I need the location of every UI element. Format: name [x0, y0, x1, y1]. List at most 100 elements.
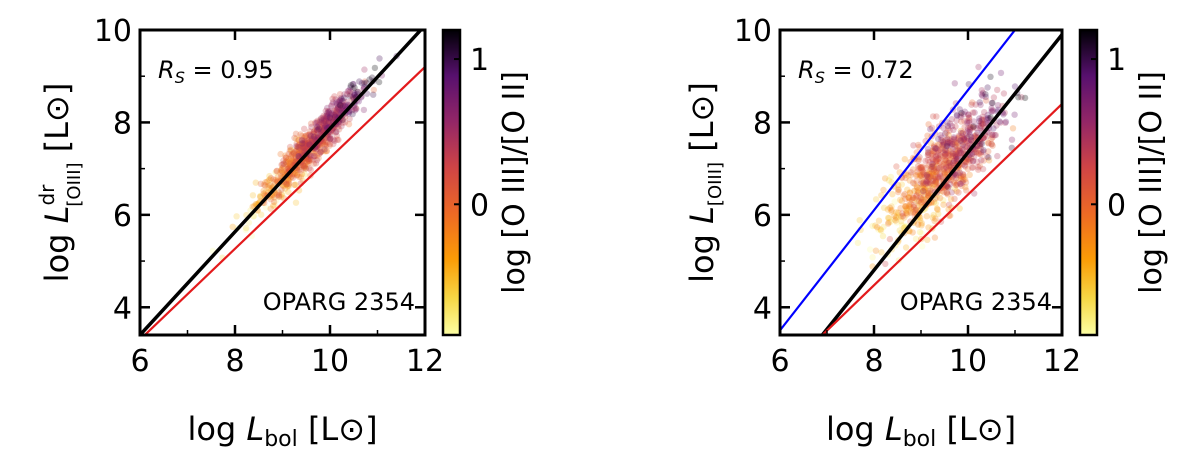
scatter-point: [970, 157, 977, 165]
scatter-point: [351, 84, 358, 91]
scatter-point: [933, 168, 941, 175]
scatter-point: [980, 120, 987, 127]
scatter-point: [929, 170, 936, 177]
scatter-point: [335, 98, 343, 106]
scatter-point: [263, 178, 271, 185]
scatter-point: [304, 158, 311, 166]
scatter-point: [283, 181, 290, 188]
scatter-point: [956, 146, 963, 154]
scatter-point: [895, 209, 902, 216]
scatter-point: [257, 193, 264, 201]
y-tick-label: 8: [113, 106, 132, 141]
scatter-point: [917, 171, 924, 179]
scatter-point: [964, 143, 971, 150]
scatter-point: [965, 111, 972, 118]
scatter-point: [922, 173, 929, 180]
scatter-point: [937, 172, 944, 180]
scatter-point: [918, 188, 925, 196]
scatter-point: [233, 213, 240, 220]
scatter-point: [279, 161, 286, 168]
scatter-point: [280, 160, 287, 167]
scatter-point: [333, 100, 340, 108]
scatter-point: [872, 247, 880, 254]
scatter-point: [278, 166, 285, 173]
scatter-point: [295, 147, 303, 154]
scatter-point: [282, 154, 290, 161]
scatter-point: [973, 148, 981, 156]
scatter-point: [313, 156, 321, 164]
scatter-point: [301, 163, 309, 170]
scatter-point: [333, 107, 340, 114]
scatter-point: [347, 91, 354, 98]
scatter-point: [944, 149, 951, 157]
scatter-point: [910, 142, 917, 149]
scatter-point: [944, 191, 951, 198]
scatter-point: [313, 145, 320, 153]
scatter-point: [284, 158, 292, 166]
scatter-point: [957, 173, 965, 180]
scatter-point: [315, 154, 322, 162]
scatter-point: [284, 182, 292, 189]
scatter-point: [901, 191, 908, 198]
scatter-point: [326, 114, 334, 121]
scatter-point: [370, 91, 377, 98]
scatter-point: [361, 78, 368, 85]
scatter-point: [320, 118, 328, 125]
scatter-point: [943, 153, 950, 160]
scatter-point: [970, 124, 977, 132]
scatter-point: [278, 166, 285, 173]
scatter-point: [933, 145, 940, 152]
scatter-point: [257, 192, 264, 199]
scatter-point: [301, 133, 308, 140]
scatter-point: [923, 171, 931, 179]
scatter-point: [930, 144, 937, 151]
scatter-point: [996, 118, 1003, 125]
scatter-point: [969, 99, 976, 106]
scatter-point: [258, 211, 265, 218]
scatter-point: [1015, 94, 1022, 101]
scatter-point: [278, 186, 285, 193]
scatter-point: [951, 178, 958, 185]
scatter-point: [275, 193, 283, 200]
scatter-point: [909, 229, 916, 236]
scatter-point: [953, 112, 961, 119]
scatter-point: [932, 180, 939, 188]
scatter-point: [344, 98, 351, 106]
scatter-point: [294, 144, 302, 151]
scatter-point: [978, 117, 985, 124]
scatter-point: [356, 78, 363, 85]
x-tick-label: 12: [1043, 344, 1081, 379]
scatter-point: [966, 131, 973, 138]
scatter-point: [333, 108, 340, 115]
scatter-point: [346, 115, 353, 123]
scatter-point: [944, 136, 951, 143]
scatter-point: [961, 135, 968, 143]
scatter-point: [937, 154, 944, 161]
scatter-point: [351, 105, 358, 112]
scatter-point: [946, 151, 954, 158]
scatter-point: [347, 88, 354, 95]
scatter-point: [983, 153, 991, 160]
scatter-point: [944, 141, 951, 148]
scatter-point: [952, 139, 960, 146]
scatter-point: [915, 221, 922, 228]
colorbar-bar: [1078, 28, 1099, 337]
scatter-point: [909, 196, 917, 203]
scatter-point: [974, 129, 981, 136]
scatter-point: [278, 191, 285, 198]
y-axis-label: log L[OIII] [L⊙]: [683, 82, 726, 283]
scatter-point: [945, 152, 953, 159]
scatter-point: [964, 125, 972, 132]
scatter-point: [949, 141, 956, 148]
scatter-point: [902, 203, 909, 211]
scatter-point: [349, 93, 356, 101]
scatter-point: [953, 174, 960, 182]
scatter-point: [302, 145, 309, 153]
scatter-point: [313, 123, 320, 130]
scatter-point: [949, 140, 957, 148]
scatter-point: [959, 179, 966, 186]
scatter-point: [262, 189, 269, 196]
scatter-point: [321, 142, 328, 149]
scatter-point: [277, 167, 285, 174]
